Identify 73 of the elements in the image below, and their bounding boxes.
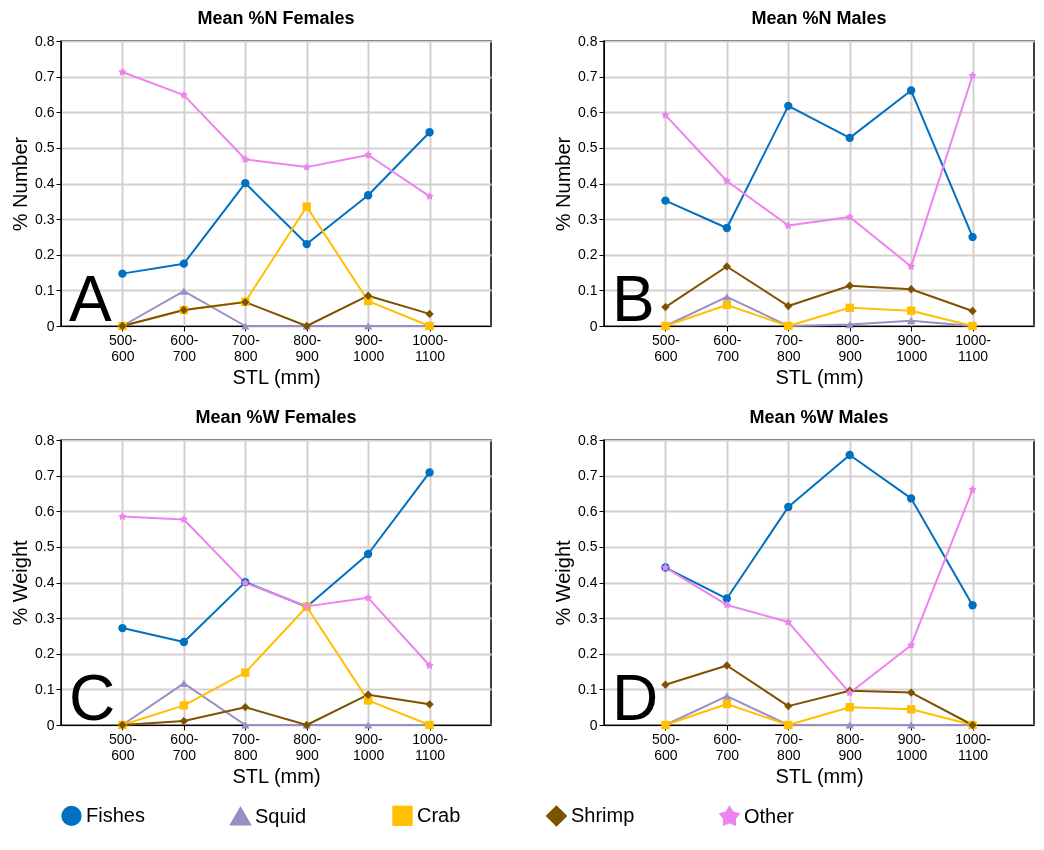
y-tick-label: 0.7 [35, 68, 55, 85]
y-axis-title: % Number [9, 136, 32, 232]
y-tick-label: 0.3 [35, 609, 55, 626]
y-tick-label: 0.4 [578, 574, 598, 590]
x-tick-label: 900-1000 [896, 730, 928, 763]
x-tick-label: 900-1000 [896, 331, 928, 364]
x-axis-title: STL (mm) [775, 764, 864, 787]
y-tick-label: 0.8 [35, 32, 55, 49]
y-tick-label: 0.8 [578, 431, 598, 448]
x-tick-label: 700-800 [774, 730, 804, 763]
chart-title: Mean %N Males [751, 8, 887, 28]
x-tick-label: 700-800 [774, 331, 804, 364]
y-tick-label: 0.7 [35, 467, 55, 484]
legend-label: Shrimp [571, 803, 635, 826]
x-tick-label: 1000-1100 [955, 331, 992, 364]
x-tick-label: 1000-1100 [955, 730, 992, 763]
y-tick-label: 0.8 [35, 431, 55, 448]
y-tick-label: 0.8 [578, 32, 598, 49]
y-tick-label: 0.3 [35, 210, 55, 227]
y-axis-title: % Weight [552, 539, 575, 626]
y-tick-label: 0.5 [35, 538, 55, 555]
y-axis-title: % Number [552, 136, 575, 232]
legend-label: Fishes [86, 803, 145, 826]
y-tick-label: 0.3 [578, 210, 598, 227]
x-tick-label: 700-800 [231, 331, 261, 364]
y-tick-label: 0.2 [35, 246, 55, 263]
y-axis-title: % Weight [9, 539, 32, 626]
y-tick-label: 0.5 [35, 139, 55, 156]
x-tick-label: 600-700 [713, 730, 742, 763]
y-tick-label: 0.3 [578, 609, 598, 626]
y-tick-label: 0.6 [578, 103, 598, 120]
chart-title: Mean %W Females [195, 407, 357, 427]
y-tick-label: 0 [46, 716, 55, 733]
y-tick-label: 0.6 [35, 502, 55, 519]
x-tick-label: 900-1000 [353, 331, 385, 364]
x-axis-title: STL (mm) [232, 365, 321, 388]
legend-label: Other [744, 804, 795, 827]
y-tick-label: 0.5 [578, 139, 598, 156]
x-tick-label: 1000-1100 [412, 730, 449, 763]
y-tick-label: 0.7 [578, 68, 598, 85]
y-tick-label: 0.1 [578, 680, 598, 697]
x-tick-label: 800-900 [836, 730, 865, 763]
y-tick-label: 0 [589, 716, 598, 733]
y-tick-label: 0.4 [35, 574, 55, 590]
x-axis-title: STL (mm) [775, 365, 864, 388]
x-tick-label: 800-900 [293, 730, 322, 763]
x-tick-label: 800-900 [836, 331, 865, 364]
x-tick-label: 800-900 [293, 331, 322, 364]
legend-label: Crab [417, 803, 461, 826]
y-tick-label: 0.1 [35, 281, 55, 298]
y-tick-label: 0 [46, 317, 55, 334]
y-tick-label: 0.1 [578, 281, 598, 298]
x-tick-label: 600-700 [170, 331, 199, 364]
x-tick-label: 600-700 [713, 331, 742, 364]
y-tick-label: 0.2 [578, 645, 598, 662]
y-tick-label: 0 [589, 317, 598, 334]
y-tick-label: 0.1 [35, 680, 55, 697]
y-tick-label: 0.4 [35, 175, 55, 191]
x-tick-label: 900-1000 [353, 730, 385, 763]
chart-title: Mean %W Males [749, 407, 889, 427]
y-tick-label: 0.4 [578, 175, 598, 191]
x-tick-label: 1000-1100 [412, 331, 449, 364]
chart-title: Mean %N Females [197, 8, 355, 28]
y-tick-label: 0.6 [35, 103, 55, 120]
x-tick-label: 700-800 [231, 730, 261, 763]
y-tick-label: 0.7 [578, 467, 598, 484]
legend-label: Squid [255, 804, 307, 827]
x-tick-label: 600-700 [170, 730, 199, 763]
y-tick-label: 0.5 [578, 538, 598, 555]
y-tick-label: 0.2 [35, 645, 55, 662]
y-tick-label: 0.6 [578, 502, 598, 519]
y-tick-label: 0.2 [578, 246, 598, 263]
x-axis-title: STL (mm) [232, 764, 321, 787]
